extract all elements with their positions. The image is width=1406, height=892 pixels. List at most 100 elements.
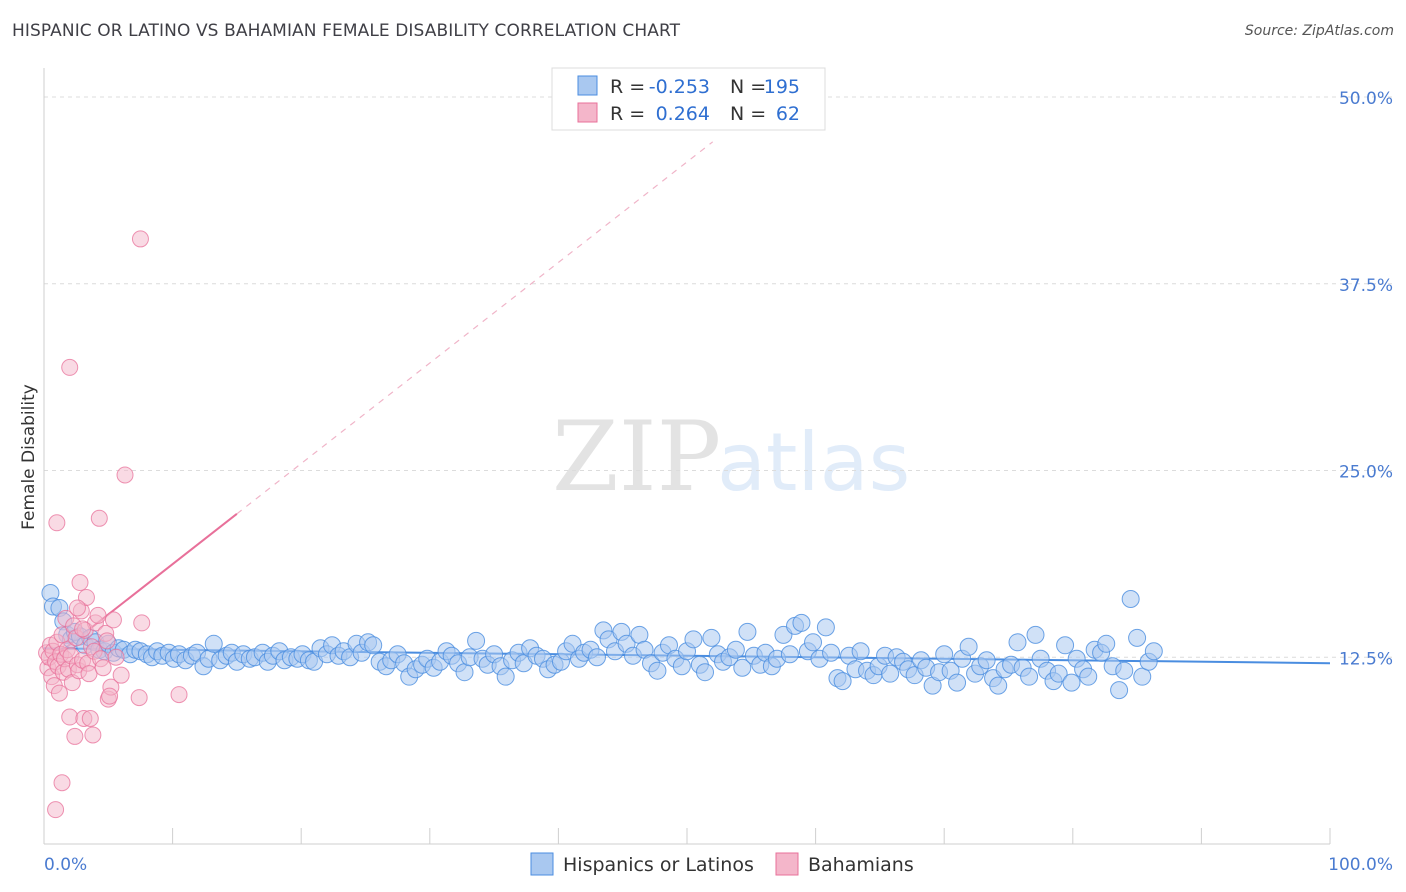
- point-hispanics-161: [977, 651, 996, 670]
- y-tick-label-3: 50.0%: [1339, 89, 1393, 109]
- point-bahamians-10: [50, 684, 68, 702]
- point-hispanics-183: [1110, 681, 1129, 700]
- point-hispanics-120: [733, 658, 752, 677]
- point-hispanics-115: [702, 628, 721, 647]
- point-hispanics-187: [1133, 667, 1152, 686]
- point-hispanics-121: [738, 622, 757, 641]
- point-hispanics-81: [496, 667, 515, 686]
- point-bahamians-39: [89, 606, 107, 624]
- point-bahamians-34: [81, 710, 99, 728]
- point-bahamians-41: [94, 659, 112, 677]
- point-bahamians-49: [116, 466, 134, 484]
- legend-swatch-pink: [577, 102, 598, 123]
- point-bahamians-26: [71, 574, 89, 592]
- legend-swatch-blue: [577, 75, 598, 96]
- point-hispanics-186: [1128, 628, 1147, 647]
- point-bahamians-36: [84, 726, 102, 744]
- point-hispanics-110: [672, 657, 691, 676]
- point-bahamians-57: [98, 632, 116, 650]
- point-bahamians-60: [133, 614, 151, 632]
- point-hispanics-59: [364, 636, 383, 655]
- point-hispanics-119: [726, 640, 745, 659]
- point-hispanics-189: [1144, 642, 1163, 661]
- point-bahamians-48: [90, 509, 108, 527]
- point-hispanics-135: [822, 643, 841, 662]
- point-hispanics-175: [1062, 673, 1081, 692]
- y-tick-labels: 12.5% 25.0% 37.5% 50.0%: [1339, 89, 1393, 669]
- axes: [43, 68, 1331, 845]
- point-hispanics-145: [881, 664, 900, 683]
- point-bahamians-50: [131, 230, 149, 248]
- point-hispanics-106: [648, 661, 667, 680]
- y-tick-label-0: 12.5%: [1339, 649, 1393, 669]
- series-bahamians-points: [38, 230, 188, 819]
- correlation-legend: R = -0.253 N = 195 R = 0.264 N = 62: [551, 67, 826, 131]
- point-hispanics-134: [816, 618, 835, 637]
- point-bahamians-56: [107, 648, 125, 666]
- trend-line-bahamians-extended: [236, 141, 714, 515]
- point-hispanics-128: [780, 645, 799, 664]
- y-axis-label: Female Disability: [19, 384, 39, 530]
- y-tick-label-2: 37.5%: [1339, 276, 1393, 296]
- point-bahamians-52: [53, 774, 71, 792]
- series-hispanics-points: [41, 584, 1163, 700]
- chart-source: Source: ZipAtlas.com: [1244, 23, 1394, 39]
- legend-r-value-1: 0.264: [656, 103, 710, 125]
- legend-n-value-1: 62: [776, 103, 800, 125]
- point-hispanics-114: [696, 663, 715, 682]
- point-bahamians-61: [101, 687, 119, 705]
- point-hispanics-163: [989, 676, 1008, 695]
- grid: [44, 96, 1393, 658]
- point-hispanics-168: [1020, 667, 1039, 686]
- point-hispanics-169: [1026, 625, 1045, 644]
- point-hispanics-32: [204, 634, 223, 653]
- point-hispanics-178: [1079, 667, 1098, 686]
- bottom-legend-swatch-pink: [775, 852, 799, 876]
- point-hispanics-137: [833, 672, 852, 691]
- bottom-legend-swatch-blue: [530, 852, 554, 876]
- legend-n-label-1: N =: [730, 103, 766, 125]
- point-hispanics-76: [467, 631, 486, 650]
- legend-r-label-0: R =: [610, 76, 645, 98]
- point-bahamians-58: [74, 620, 92, 638]
- point-hispanics-173: [1049, 664, 1068, 683]
- bottom-legend-label-0: Hispanics or Latinos: [563, 854, 754, 876]
- point-hispanics-130: [792, 613, 811, 632]
- y-tick-label-1: 25.0%: [1339, 463, 1393, 483]
- point-hispanics-140: [851, 642, 870, 661]
- point-bahamians-59: [68, 599, 86, 617]
- point-bahamians-53: [130, 689, 148, 707]
- point-hispanics-185: [1121, 589, 1140, 608]
- point-hispanics-132: [804, 633, 823, 652]
- legend-n-label-0: N =: [730, 76, 766, 98]
- point-hispanics-103: [630, 625, 649, 644]
- point-bahamians-45: [104, 611, 122, 629]
- x-tick-max: 100.0%: [1328, 855, 1393, 875]
- point-hispanics-174: [1056, 636, 1075, 655]
- point-hispanics-154: [935, 645, 954, 664]
- point-hispanics-96: [587, 648, 606, 667]
- point-bahamians-51: [47, 801, 65, 819]
- point-bahamians-22: [66, 727, 84, 745]
- point-bahamians-18: [61, 708, 79, 726]
- chart-title: HISPANIC OR LATINO VS BAHAMIAN FEMALE DI…: [12, 21, 681, 41]
- x-tick-min: 0.0%: [44, 855, 87, 875]
- watermark: ZIP atlas: [552, 401, 910, 513]
- point-hispanics-184: [1115, 661, 1134, 680]
- bottom-legend-label-1: Bahamians: [808, 854, 914, 876]
- point-bahamians-33: [80, 665, 98, 683]
- point-hispanics-181: [1097, 634, 1116, 653]
- watermark-atlas: atlas: [717, 416, 910, 509]
- series-legend: Hispanics or Latinos Bahamians: [530, 852, 914, 876]
- point-hispanics-166: [1008, 633, 1027, 652]
- point-hispanics-112: [684, 630, 703, 649]
- legend-n-value-0: 195: [764, 76, 800, 98]
- legend-r-label-1: R =: [610, 103, 645, 125]
- point-hispanics-158: [959, 637, 978, 656]
- point-bahamians-54: [170, 686, 188, 704]
- legend-r-value-0: -0.253: [649, 76, 710, 98]
- watermark-zip: ZIP: [552, 401, 721, 513]
- point-hispanics-74: [455, 663, 474, 682]
- point-bahamians-46: [48, 514, 66, 532]
